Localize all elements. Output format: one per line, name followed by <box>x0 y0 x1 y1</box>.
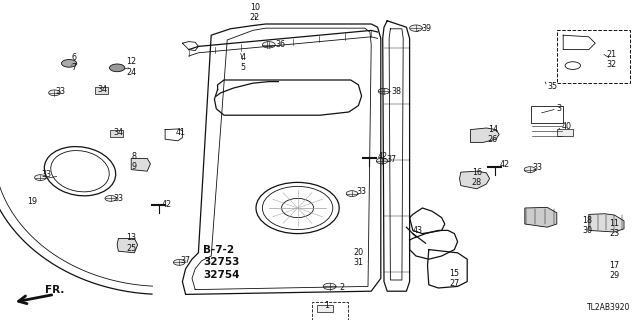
Bar <box>557 30 630 83</box>
Text: 38: 38 <box>392 87 402 96</box>
Text: FR.: FR. <box>45 284 64 295</box>
Circle shape <box>346 191 358 196</box>
Text: 8
9: 8 9 <box>132 152 137 171</box>
Circle shape <box>61 60 77 67</box>
Circle shape <box>524 167 536 172</box>
Bar <box>557 129 573 136</box>
Text: 43: 43 <box>413 226 423 235</box>
Text: 1: 1 <box>324 301 329 310</box>
Text: B-7-2: B-7-2 <box>203 244 234 255</box>
Text: 13
25: 13 25 <box>126 234 136 253</box>
Polygon shape <box>470 128 499 142</box>
Text: 33: 33 <box>532 164 543 172</box>
Text: 4
5: 4 5 <box>241 53 246 72</box>
Circle shape <box>105 196 116 201</box>
Circle shape <box>378 88 390 94</box>
Text: 32753: 32753 <box>203 257 239 268</box>
Text: 35: 35 <box>547 82 557 91</box>
Text: 15
27: 15 27 <box>449 269 460 288</box>
Bar <box>95 87 108 94</box>
Text: 12
24: 12 24 <box>126 58 136 77</box>
Circle shape <box>49 90 60 96</box>
Text: 37: 37 <box>180 256 191 265</box>
Polygon shape <box>460 171 490 189</box>
Text: 16
28: 16 28 <box>472 168 482 187</box>
Text: 14
26: 14 26 <box>488 125 498 144</box>
Text: 11
23: 11 23 <box>609 219 620 238</box>
Bar <box>317 305 333 312</box>
Text: 34: 34 <box>97 85 108 94</box>
Text: 40: 40 <box>562 122 572 131</box>
Circle shape <box>173 260 185 265</box>
Text: 3: 3 <box>557 104 562 113</box>
Circle shape <box>410 25 422 31</box>
Polygon shape <box>131 158 150 171</box>
Circle shape <box>323 283 336 290</box>
Circle shape <box>35 175 46 180</box>
Text: 18
30: 18 30 <box>582 216 593 235</box>
Text: 17
29: 17 29 <box>609 261 620 280</box>
Text: TL2AB3920: TL2AB3920 <box>587 303 630 312</box>
Polygon shape <box>117 238 138 253</box>
Text: 21
32: 21 32 <box>606 50 616 69</box>
Bar <box>312 302 348 320</box>
Text: 33: 33 <box>113 194 124 203</box>
Text: 33: 33 <box>42 170 52 179</box>
Polygon shape <box>589 214 624 232</box>
Text: 33: 33 <box>56 87 66 96</box>
Text: 32754: 32754 <box>203 270 239 280</box>
Bar <box>110 130 123 137</box>
Polygon shape <box>525 207 557 227</box>
Text: 42: 42 <box>499 160 509 169</box>
Circle shape <box>262 42 275 48</box>
Text: 42: 42 <box>161 200 172 209</box>
Text: 36: 36 <box>275 40 285 49</box>
Text: 41: 41 <box>176 128 186 137</box>
Circle shape <box>376 158 388 164</box>
Text: 10
22: 10 22 <box>250 3 260 22</box>
Text: 34: 34 <box>113 128 124 137</box>
Text: 39: 39 <box>421 24 431 33</box>
Text: 37: 37 <box>387 156 397 164</box>
Text: 33: 33 <box>356 188 367 196</box>
Bar <box>531 106 563 123</box>
Circle shape <box>109 64 125 72</box>
Text: 19: 19 <box>27 197 37 206</box>
Text: 6
7: 6 7 <box>71 53 76 72</box>
Text: 2: 2 <box>339 284 344 292</box>
Text: 42: 42 <box>378 152 388 161</box>
Text: 20
31: 20 31 <box>353 248 364 267</box>
